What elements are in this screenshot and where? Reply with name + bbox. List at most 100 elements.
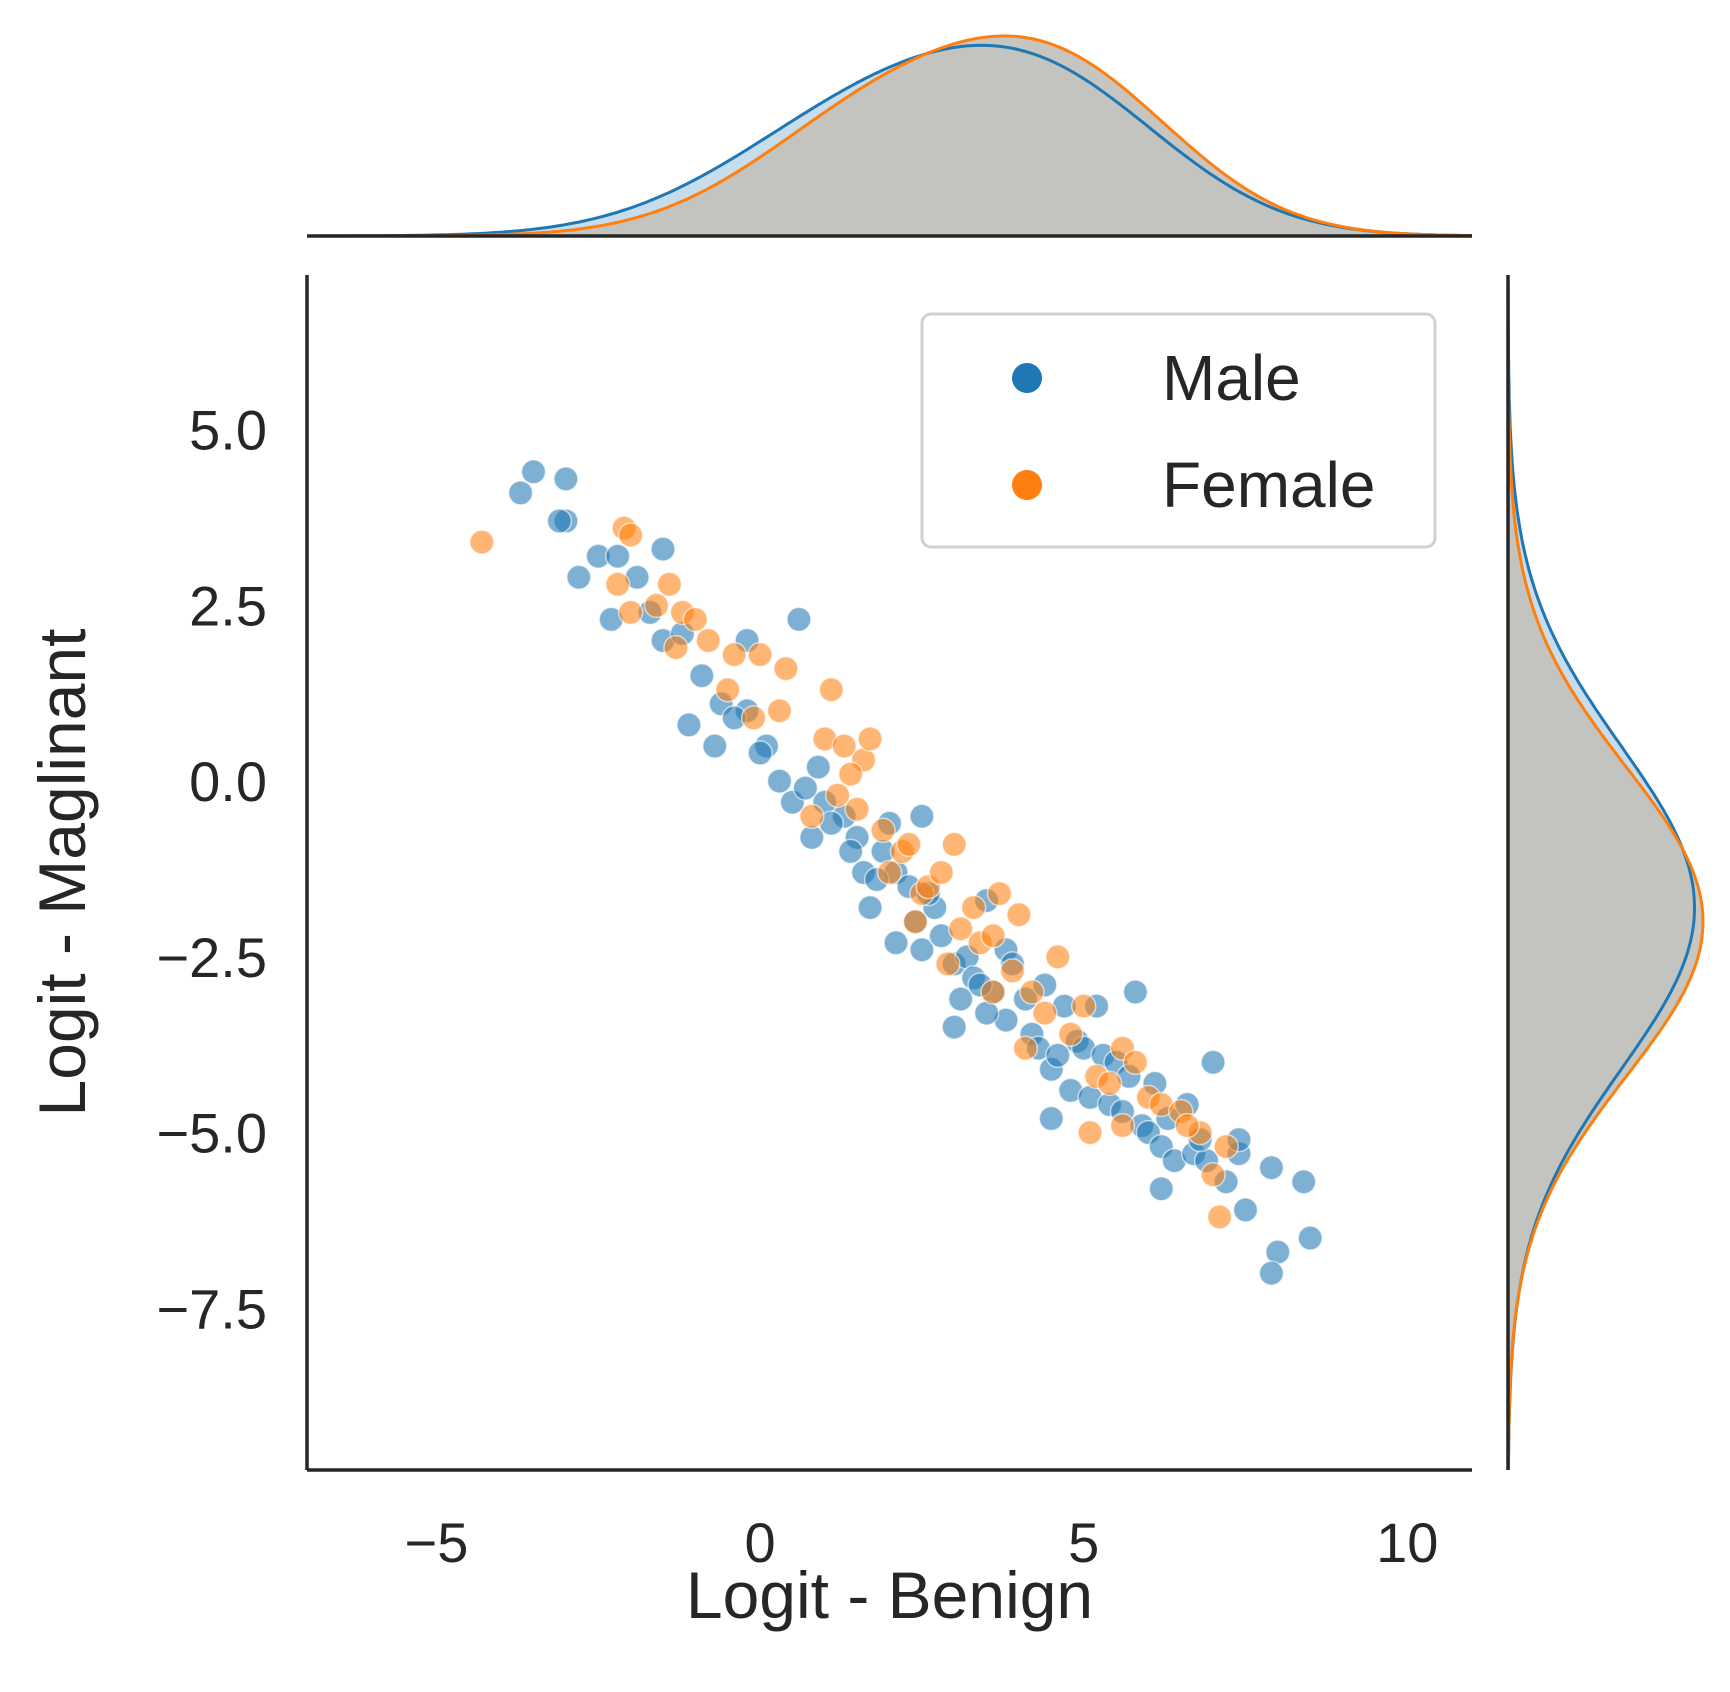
data-point-female [617, 522, 644, 548]
data-point-female [469, 529, 495, 555]
data-point-male [1045, 1042, 1071, 1069]
y-tick-label: −7.5 [156, 1277, 267, 1340]
y-tick-label: 5.0 [189, 399, 267, 462]
data-point-female [656, 571, 683, 598]
y-tick-label: −5.0 [156, 1102, 267, 1165]
data-point-male [1258, 1154, 1285, 1181]
data-point-female [902, 908, 929, 935]
data-point-male [1122, 979, 1149, 1005]
data-point-male [941, 1014, 967, 1040]
data-point-female [857, 726, 883, 752]
data-point-female [1122, 1049, 1149, 1076]
data-point-male [909, 803, 935, 830]
data-point-female [721, 641, 747, 668]
data-point-female [799, 803, 825, 830]
data-point-male [909, 937, 935, 963]
data-point-female [1006, 901, 1032, 928]
x-tick-label: 10 [1376, 1511, 1438, 1574]
data-point-female [831, 733, 857, 759]
data-point-female [663, 634, 689, 661]
data-point-female [740, 705, 767, 731]
x-axis-title: Logit - Benign [686, 1558, 1093, 1632]
data-point-male [786, 606, 812, 633]
legend: Male Female [920, 312, 1437, 549]
right-marginal-lines [1506, 275, 1705, 1471]
data-point-female [1096, 1070, 1123, 1097]
data-point-female [773, 655, 799, 682]
data-point-female [1012, 1035, 1039, 1061]
right-kde-fill-female [1508, 275, 1703, 1470]
data-point-male [520, 459, 547, 485]
data-point-female [999, 958, 1026, 984]
x-tick-label: 0 [744, 1511, 775, 1574]
data-point-male [553, 466, 579, 492]
data-point-male [883, 930, 909, 956]
legend-marker-female [1012, 470, 1042, 500]
data-point-male [676, 712, 702, 738]
data-point-female [960, 894, 987, 921]
legend-label-male: Male [1162, 342, 1301, 414]
data-point-female [1077, 1119, 1103, 1146]
data-point-male [766, 768, 793, 794]
data-point-male [650, 536, 676, 562]
data-point-female [844, 796, 870, 822]
data-point-female [1045, 944, 1071, 970]
data-point-female [870, 817, 896, 844]
data-point-male [702, 733, 728, 759]
x-tick-label: −5 [405, 1511, 469, 1574]
data-point-female [876, 859, 903, 886]
data-point-female [928, 859, 955, 886]
data-point-female [1174, 1112, 1200, 1139]
data-point-male [1038, 1105, 1065, 1132]
data-point-male [604, 543, 631, 569]
y-axis-title: Logit - Maglinant [25, 629, 99, 1117]
data-point-male [1232, 1197, 1259, 1223]
data-point-female [682, 606, 709, 633]
data-point-female [643, 592, 670, 619]
data-point-female [980, 923, 1006, 949]
data-point-female [1057, 1021, 1084, 1047]
data-point-female [837, 761, 864, 787]
data-point-female [604, 571, 631, 598]
legend-marker-male [1012, 363, 1042, 393]
data-point-male [1290, 1169, 1317, 1195]
y-tick-label: −2.5 [156, 926, 267, 989]
data-point-female [947, 915, 974, 942]
data-point-male [1148, 1176, 1175, 1202]
data-point-male [792, 775, 819, 801]
data-point-male [837, 838, 864, 865]
data-point-female [818, 676, 845, 703]
legend-box [920, 312, 1437, 549]
data-point-male [1258, 1260, 1285, 1286]
data-point-male [1265, 1239, 1291, 1265]
data-point-male [973, 1000, 1000, 1026]
data-point-female [1109, 1112, 1136, 1139]
y-tick-label: 0.0 [189, 750, 267, 813]
data-point-female [617, 599, 644, 626]
data-point-female [896, 831, 922, 858]
data-point-male [857, 894, 883, 921]
data-point-female [1070, 993, 1097, 1019]
scatter-points [469, 459, 1323, 1286]
data-point-female [714, 676, 741, 703]
data-point-male [566, 564, 592, 591]
y-tick-label: 2.5 [189, 574, 267, 637]
data-point-male [507, 480, 534, 506]
top-marginal-fills [307, 36, 1472, 236]
data-point-female [935, 951, 961, 977]
right-marginal-fills [1508, 275, 1703, 1470]
x-tick-label: 5 [1068, 1511, 1099, 1574]
data-point-female [1032, 1000, 1058, 1026]
data-point-female [1213, 1133, 1239, 1160]
data-point-female [986, 880, 1013, 907]
right-kde-line-female [1506, 275, 1705, 1470]
data-point-male [747, 740, 773, 766]
data-point-female [695, 627, 722, 654]
top-kde-line-male [307, 43, 1473, 238]
x-tick-labels: −5 0 5 10 [405, 1511, 1439, 1574]
data-point-male [1297, 1225, 1323, 1251]
data-point-male [689, 662, 715, 689]
y-tick-labels: 5.0 2.5 0.0 −2.5 −5.0 −7.5 [156, 399, 267, 1341]
data-point-male [947, 986, 974, 1012]
